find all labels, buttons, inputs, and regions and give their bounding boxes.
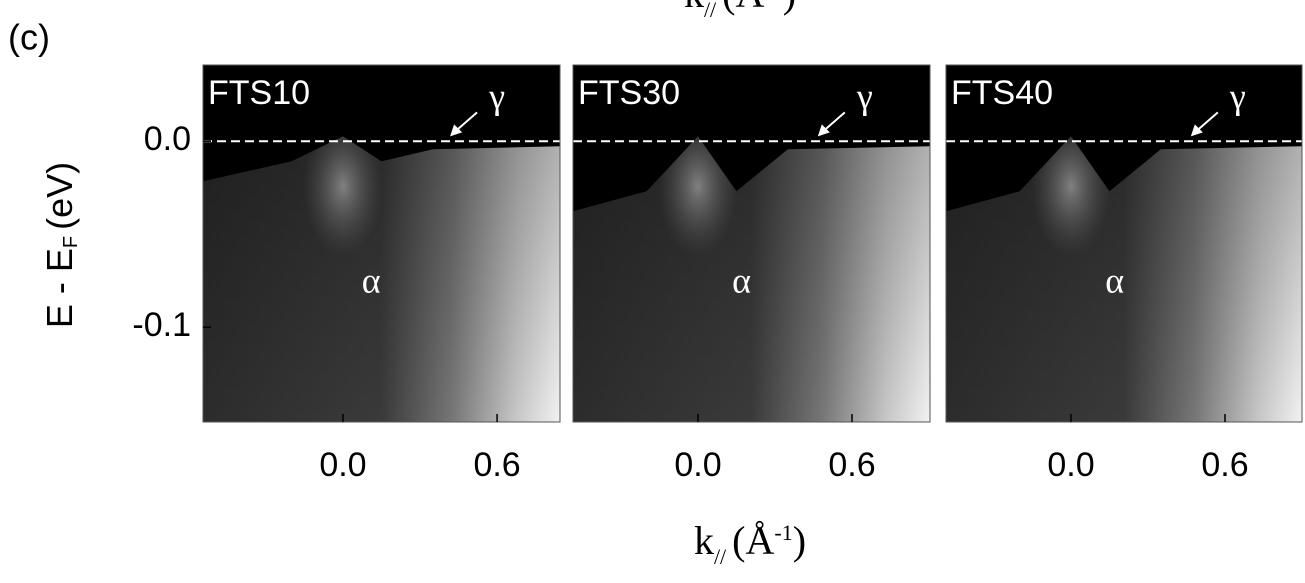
annotation: α	[1105, 261, 1124, 301]
panel-title: FTS30	[578, 74, 680, 112]
x-tick-label: 0.0	[319, 446, 366, 484]
panel-frame	[572, 64, 931, 423]
panel-title: FTS40	[951, 74, 1053, 112]
panel-frame	[945, 64, 1303, 423]
dark-region	[203, 65, 560, 182]
y-tick-label: -0.1	[132, 306, 191, 344]
panel-title: FTS10	[208, 74, 310, 112]
annotation: γ	[488, 77, 505, 117]
band-peak	[302, 116, 383, 257]
arrow-head	[817, 124, 830, 137]
arrow-head	[450, 124, 463, 137]
annotation: α	[362, 261, 381, 301]
dark-region	[946, 65, 1302, 212]
annotation: γ	[856, 77, 873, 117]
x-axis-title: k//(Å-1)	[694, 518, 806, 569]
x-tick-label: 0.6	[473, 446, 520, 484]
x-tick-label: 0.0	[674, 446, 721, 484]
x-tick-label: 0.0	[1047, 446, 1094, 484]
panel-label: (c)	[8, 17, 50, 58]
panel-frame	[202, 64, 561, 423]
x-tick-label: 0.6	[828, 446, 875, 484]
arrow-head	[1190, 124, 1203, 137]
annotation: α	[732, 261, 751, 301]
annotation: γ	[1229, 77, 1246, 117]
y-tick-label: 0.0	[144, 120, 191, 158]
x-axis-title-cropped: k//(Å-1)	[684, 0, 796, 22]
x-tick-label: 0.6	[1201, 446, 1248, 484]
y-axis-title: E - EF(eV)	[39, 162, 83, 328]
dark-region	[573, 65, 930, 212]
